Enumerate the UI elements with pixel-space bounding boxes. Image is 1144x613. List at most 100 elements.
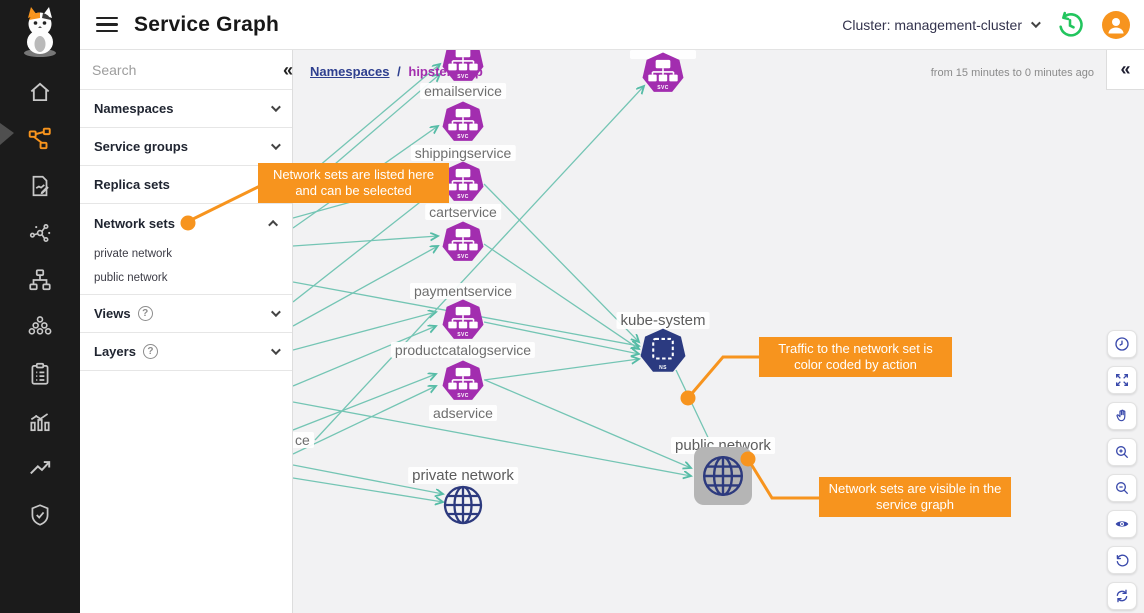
node-badge: SVC xyxy=(457,74,469,80)
breadcrumb-link-namespaces[interactable]: Namespaces xyxy=(310,64,390,79)
breadcrumb-separator: / xyxy=(397,64,401,79)
trend-up-icon xyxy=(30,461,51,475)
rail-item-service-graph[interactable] xyxy=(26,125,54,153)
refresh-button[interactable] xyxy=(1107,582,1137,610)
org-tree-icon xyxy=(29,269,51,291)
zoom-in-button[interactable] xyxy=(1107,438,1137,466)
cluster-selector[interactable]: Cluster: management-cluster xyxy=(842,16,1041,33)
service-graph-icon xyxy=(28,127,51,150)
sidebar-section-layers[interactable]: Layers ? xyxy=(80,333,292,371)
sidebar-section-views[interactable]: Views ? xyxy=(80,295,292,333)
hand-icon xyxy=(1116,409,1126,422)
graph-node-emailservice[interactable]: SVC xyxy=(442,50,484,83)
graph-node-kube-system[interactable]: NS xyxy=(640,328,686,374)
user-avatar[interactable] xyxy=(1102,10,1130,39)
zoom-out-button[interactable] xyxy=(1107,474,1137,502)
expand-arrows-icon xyxy=(1116,374,1128,386)
sidebar-section-service-groups[interactable]: Service groups xyxy=(80,128,292,166)
undo-button[interactable] xyxy=(1107,546,1137,574)
graph-node-cartservice[interactable]: SVC xyxy=(442,161,484,203)
network-sets-items: private network public network xyxy=(80,242,292,295)
time-range-button[interactable] xyxy=(1107,330,1137,358)
node-badge: SVC xyxy=(457,194,469,200)
history-restore-button[interactable] xyxy=(1056,11,1084,39)
node-label: paymentservice xyxy=(409,283,517,299)
chevron-down-icon xyxy=(1030,18,1041,29)
help-icon[interactable]: ? xyxy=(142,344,158,359)
service-graph-canvas[interactable]: Namespaces / hipstershop from 15 minutes… xyxy=(293,50,1144,613)
active-item-wedge xyxy=(0,123,14,145)
rail-item-network[interactable] xyxy=(26,219,54,247)
section-label: Layers xyxy=(94,344,136,359)
network-set-item-public[interactable]: public network xyxy=(94,272,168,284)
node-label: private network xyxy=(408,467,518,484)
service-node-icon xyxy=(442,299,484,339)
graph-sidebar: « Namespaces Service groups Replica sets… xyxy=(80,50,293,613)
fit-to-view-button[interactable] xyxy=(1107,366,1137,394)
user-avatar-icon xyxy=(1102,10,1130,39)
toggle-visibility-button[interactable] xyxy=(1107,510,1137,538)
graph-node-top-service[interactable]: SVC xyxy=(642,52,684,94)
rail-item-trends[interactable] xyxy=(26,454,54,482)
network-set-item-private[interactable]: private network xyxy=(94,248,172,260)
globe-icon xyxy=(702,455,744,497)
sidebar-search-row: « xyxy=(80,50,294,90)
graph-node-adservice[interactable]: SVC xyxy=(442,360,484,402)
section-label: Namespaces xyxy=(94,101,174,116)
service-node-icon xyxy=(642,52,684,92)
node-label: kube-system xyxy=(616,312,710,329)
node-badge: SVC xyxy=(457,254,469,260)
zoom-out-icon xyxy=(1116,482,1129,495)
help-icon[interactable]: ? xyxy=(137,306,153,321)
search-input[interactable] xyxy=(92,61,273,78)
top-header: Service Graph Cluster: management-cluste… xyxy=(80,0,1144,50)
globe-icon xyxy=(443,485,483,525)
graph-node-private-network[interactable] xyxy=(441,483,485,527)
sidebar-section-replica-sets[interactable]: Replica sets xyxy=(80,166,292,204)
rail-item-endpoints[interactable] xyxy=(26,313,54,341)
sidebar-section-namespaces[interactable]: Namespaces xyxy=(80,90,292,128)
chevron-down-icon xyxy=(270,345,281,356)
zoom-in-icon xyxy=(1116,446,1129,459)
node-label: adservice xyxy=(429,405,497,421)
cluster-selector-label: Cluster: management-cluster xyxy=(842,16,1022,33)
rail-item-security[interactable] xyxy=(26,501,54,529)
graph-edges xyxy=(293,50,714,613)
left-nav-rail xyxy=(0,0,80,613)
rail-item-home[interactable] xyxy=(26,78,54,106)
graph-toolbar xyxy=(1107,330,1137,610)
pan-button[interactable] xyxy=(1107,402,1137,430)
refresh-icon xyxy=(1116,589,1128,603)
chevron-down-icon xyxy=(270,140,281,151)
rail-item-hierarchy[interactable] xyxy=(26,266,54,294)
node-badge: SVC xyxy=(457,393,469,399)
service-node-icon xyxy=(442,360,484,400)
sidebar-section-network-sets[interactable]: Network sets xyxy=(80,204,292,242)
rail-item-statistics[interactable] xyxy=(26,407,54,435)
callout-network-sets-list: Network sets are listed here and can be … xyxy=(258,163,449,203)
section-label: Views xyxy=(94,306,131,321)
callout-traffic-color: Traffic to the network set is color code… xyxy=(759,337,952,377)
graph-node-paymentservice[interactable]: SVC xyxy=(442,221,484,263)
section-label: Replica sets xyxy=(94,177,170,192)
hamburger-menu-icon[interactable] xyxy=(96,13,118,37)
right-panel-collapse-button[interactable]: « xyxy=(1106,50,1144,90)
molecule-icon xyxy=(29,223,51,243)
home-icon xyxy=(30,82,50,102)
graph-node-public-network[interactable] xyxy=(694,447,752,505)
circle-cluster-icon xyxy=(28,316,52,335)
graph-node-shippingservice[interactable]: SVC xyxy=(442,101,484,143)
sidebar-collapse-icon[interactable]: « xyxy=(283,59,294,80)
rail-item-reports[interactable] xyxy=(26,172,54,200)
bar-chart-icon xyxy=(30,413,50,432)
node-badge: SVC xyxy=(657,85,669,91)
chevron-down-icon xyxy=(270,102,281,113)
graph-node-productcatalogservice[interactable]: SVC xyxy=(442,299,484,341)
node-badge: SVC xyxy=(457,332,469,338)
clock-icon xyxy=(1115,337,1129,351)
node-label-partial: ce xyxy=(293,432,314,448)
report-edit-icon xyxy=(32,175,49,197)
rail-item-compliance[interactable] xyxy=(26,360,54,388)
section-label: Service groups xyxy=(94,139,188,154)
